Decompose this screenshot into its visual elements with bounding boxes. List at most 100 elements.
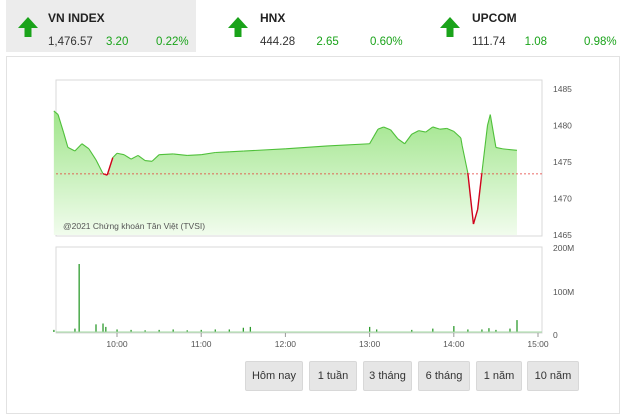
volume-bar (453, 326, 455, 332)
index-change: 3.20 (105, 36, 129, 48)
index-tile-upcom[interactable]: UPCOM 111.74 1.08 0.98% (428, 0, 620, 52)
arrow-up-icon (440, 17, 460, 37)
chart-copyright: @2021 Chứng khoán Tân Việt (TVSI) (63, 221, 205, 231)
volume-bar (144, 330, 146, 332)
index-values: 444.28 2.65 0.60% (260, 36, 403, 48)
range-button-3-months[interactable]: 3 tháng (363, 361, 412, 391)
time-x-tick: 13:00 (359, 339, 381, 349)
price-line-segment (390, 129, 399, 139)
price-y-tick: 1485 (553, 84, 572, 94)
price-line-segment (159, 153, 174, 156)
price-line-segment (397, 138, 406, 145)
volume-bar (369, 326, 371, 332)
price-y-tick: 1475 (553, 157, 572, 167)
price-line-segment (88, 148, 97, 161)
volume-bar (74, 328, 76, 332)
range-button-10-years[interactable]: 10 năm (527, 361, 579, 391)
price-line-segment (81, 143, 90, 150)
price-line-segment (57, 114, 65, 133)
range-button-today[interactable]: Hôm nay (245, 361, 303, 391)
volume-bar (200, 329, 202, 332)
volume-bar (116, 329, 118, 332)
volume-bar (105, 326, 107, 332)
volume-y-tick: 200M (553, 243, 574, 253)
volume-bar (488, 328, 490, 332)
index-percent: 0.98% (584, 36, 617, 48)
time-x-tick: 12:00 (275, 339, 297, 349)
volume-bar (186, 330, 188, 332)
price-line-segment (74, 143, 83, 152)
price-y-tick: 1470 (553, 194, 572, 204)
price-line-segment (373, 128, 379, 137)
volume-bar (376, 329, 378, 332)
price-line-segment (489, 114, 497, 148)
volume-bar (95, 324, 97, 332)
volume-bar (516, 320, 518, 332)
price-line-segment (418, 130, 426, 133)
arrow-up-icon (18, 17, 38, 37)
volume-bar (242, 327, 244, 332)
price-line-segment (173, 153, 188, 156)
price-line-segment (215, 151, 230, 154)
index-price: 444.28 (260, 36, 296, 48)
price-line-segment (411, 130, 419, 135)
range-button-6-months[interactable]: 6 tháng (418, 361, 470, 391)
price-line-segment (151, 154, 160, 162)
price-line-segment (137, 154, 146, 161)
range-button-1-week[interactable]: 1 tuần (309, 361, 357, 391)
price-line-segment (453, 130, 462, 139)
index-tile-hnx[interactable]: HNX 444.28 2.65 0.60% (216, 0, 406, 52)
price-line-segment (106, 157, 114, 176)
time-x-tick: 10:00 (106, 339, 128, 349)
price-line-segment (377, 126, 384, 130)
price-line-segment (63, 132, 69, 148)
volume-bar (158, 329, 160, 332)
range-button-1-year[interactable]: 1 năm (476, 361, 522, 391)
price-line-segment (243, 148, 286, 152)
price-line-segment (229, 150, 244, 153)
index-name: UPCOM (472, 11, 517, 25)
index-tile-vnindex[interactable]: VN INDEX 1,476.57 3.20 0.22% (6, 0, 196, 52)
price-line-segment (460, 137, 463, 147)
price-line-segment (53, 110, 59, 115)
price-line-segment (130, 154, 139, 160)
price-line-segment (95, 159, 104, 174)
price-area (53, 110, 517, 235)
volume-bar (172, 329, 174, 332)
price-line-segment (476, 172, 483, 210)
volume-bar (78, 264, 80, 332)
price-line-segment (285, 145, 328, 150)
price-line-segment (116, 152, 125, 156)
volume-plot-area (55, 246, 543, 334)
index-name: HNX (260, 11, 286, 25)
index-price: 1,476.57 (48, 36, 93, 48)
price-line-segment (327, 143, 370, 147)
time-x-tick: 11:00 (191, 339, 212, 349)
price-line-segment (383, 126, 391, 131)
volume-bar (214, 329, 216, 332)
volume-bar (495, 329, 497, 332)
volume-bar (228, 329, 230, 332)
price-line-segment (439, 127, 447, 130)
price-line-segment (145, 159, 153, 162)
price-line-segment (481, 125, 489, 174)
volume-bar (509, 328, 511, 332)
volume-bar (130, 329, 132, 332)
index-percent: 0.60% (370, 36, 403, 48)
index-price: 111.74 (472, 36, 506, 48)
volume-bar (411, 329, 413, 332)
index-name: VN INDEX (48, 11, 105, 25)
index-percent: 0.22% (156, 36, 189, 48)
price-line-segment (467, 172, 472, 199)
index-change: 1.08 (524, 36, 548, 48)
price-line-segment (469, 198, 475, 225)
index-change: 2.65 (316, 36, 339, 48)
index-values: 1,476.57 3.20 0.22% (48, 36, 189, 48)
arrow-up-icon (228, 17, 248, 37)
index-values: 111.74 1.08 0.98% (472, 36, 617, 48)
price-line-segment (369, 136, 375, 145)
price-y-tick: 1465 (553, 230, 572, 240)
price-line-segment (472, 209, 479, 225)
price-line-segment (495, 146, 504, 150)
